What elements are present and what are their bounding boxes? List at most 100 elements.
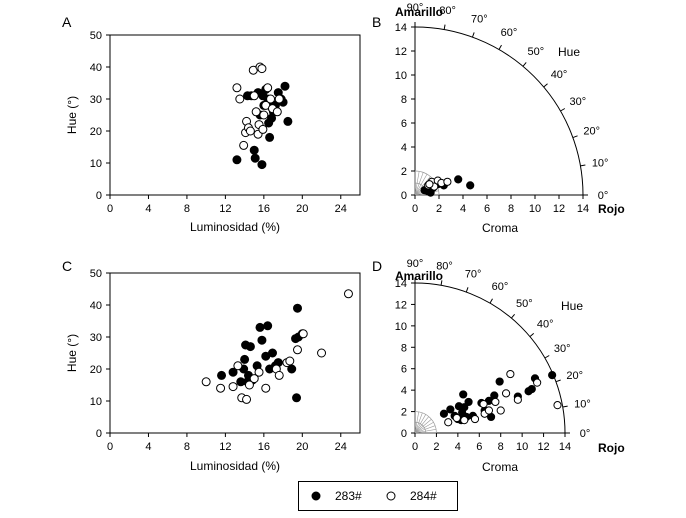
x-tick-label: 6 xyxy=(484,203,490,215)
angle-tick-mark xyxy=(511,313,516,319)
angle-tick-label: 80° xyxy=(439,5,456,17)
panel-label-a: A xyxy=(62,14,72,30)
data-point-284 xyxy=(496,406,505,415)
data-point-284 xyxy=(506,369,515,379)
data-point-284 xyxy=(263,83,273,93)
data-point-283 xyxy=(527,384,536,394)
data-point-284 xyxy=(343,289,353,299)
data-point-284 xyxy=(460,416,469,425)
x-tick-label: 0 xyxy=(107,203,113,215)
fan-line xyxy=(414,418,432,434)
data-point-284 xyxy=(443,177,452,186)
angle-tick-label: 10° xyxy=(592,157,609,169)
legend: 283# 284# xyxy=(298,481,458,511)
x-axis-label: Croma xyxy=(482,221,518,235)
data-point-284 xyxy=(249,91,259,101)
y-tick-label: 14 xyxy=(395,278,407,290)
x-tick-label: 8 xyxy=(184,203,190,215)
data-point-283 xyxy=(265,132,275,142)
angle-title: Hue xyxy=(561,299,583,313)
x-tick-label: 12 xyxy=(219,441,231,453)
data-point-284 xyxy=(266,94,276,104)
x-tick-label: 8 xyxy=(184,441,190,453)
data-point-283 xyxy=(292,393,302,403)
y-tick-label: 14 xyxy=(395,22,407,34)
y-tick-label: 50 xyxy=(90,268,102,280)
inner-arc xyxy=(414,421,427,434)
data-point-284 xyxy=(317,348,327,358)
data-point-284 xyxy=(533,378,542,387)
y-tick-label: 2 xyxy=(401,407,407,419)
y-tick-label: 10 xyxy=(90,396,102,408)
data-point-283 xyxy=(217,370,227,380)
legend-marker-filled xyxy=(311,491,321,501)
data-point-284 xyxy=(484,406,494,415)
x-tick-label: 24 xyxy=(335,441,347,453)
y-axis-label: Hue (°) xyxy=(65,334,79,372)
panel-label-b: B xyxy=(372,14,381,30)
data-point-283 xyxy=(464,397,473,407)
data-point-284 xyxy=(513,395,522,404)
legend-marker-open xyxy=(386,491,396,501)
right-label: Rojo xyxy=(598,441,625,455)
angle-tick-label: 80° xyxy=(436,261,453,273)
y-tick-label: 0 xyxy=(96,190,102,202)
x-tick-label: 24 xyxy=(335,203,347,215)
angle-tick-label: 90° xyxy=(407,2,424,14)
x-tick-label: 8 xyxy=(498,441,504,453)
data-point-283 xyxy=(293,303,302,313)
data-point-283 xyxy=(268,348,277,358)
angle-tick-label: 70° xyxy=(465,268,482,280)
angle-tick-label: 0° xyxy=(580,428,591,440)
legend-label-284: 284# xyxy=(410,489,437,503)
data-point-283 xyxy=(257,160,267,170)
y-tick-label: 8 xyxy=(401,94,407,106)
x-tick-label: 4 xyxy=(455,441,461,453)
data-point-284 xyxy=(228,382,238,392)
x-tick-label: 8 xyxy=(508,203,514,215)
angle-tick-label: 70° xyxy=(471,13,488,25)
angle-tick-mark xyxy=(529,332,535,337)
inner-arc xyxy=(414,411,437,434)
data-point-284 xyxy=(216,383,226,393)
fan-line xyxy=(414,422,434,434)
x-tick-label: 0 xyxy=(107,441,113,453)
y-tick-label: 4 xyxy=(401,142,407,154)
data-point-283 xyxy=(245,342,255,352)
x-tick-label: 20 xyxy=(296,441,308,453)
data-point-284 xyxy=(251,107,261,117)
top-label: Amarillo xyxy=(395,269,443,283)
angle-tick-label: 30° xyxy=(569,96,586,108)
x-tick-label: 0 xyxy=(412,203,418,215)
data-point-284 xyxy=(259,110,269,120)
data-point-283 xyxy=(459,390,468,399)
x-axis-label: Luminosidad (%) xyxy=(190,459,280,473)
data-point-283 xyxy=(495,377,504,386)
data-point-284 xyxy=(235,94,245,104)
data-point-284 xyxy=(501,389,511,398)
data-point-283 xyxy=(426,188,435,197)
fan-line xyxy=(414,428,437,434)
plot-frame xyxy=(109,34,361,196)
y-tick-label: 8 xyxy=(401,342,407,354)
data-point-284 xyxy=(257,64,267,74)
scatter-panel-c: 0 4 8 12 16 20 24 0 10 20 30 40 50 Luminosidad (%) H… xyxy=(65,268,361,473)
x-tick-label: 12 xyxy=(537,441,549,453)
angle-tick-label: 60° xyxy=(492,281,509,293)
x-tick-label: 4 xyxy=(460,203,466,215)
data-point-283 xyxy=(280,81,290,91)
panel-label-d: D xyxy=(372,258,382,274)
y-axis-label: Hue (°) xyxy=(65,96,79,134)
angle-tick-label: 20° xyxy=(566,370,583,382)
y-tick-label: 0 xyxy=(96,428,102,440)
data-point-284 xyxy=(285,356,295,366)
fan-line xyxy=(414,412,423,434)
scatter-panel-a: 0 4 8 12 16 20 24 0 10 20 30 40 50 Luminosidad (%) H… xyxy=(65,30,361,234)
data-point-283 xyxy=(460,403,469,412)
angle-tick-mark xyxy=(498,44,502,50)
angle-tick-mark xyxy=(572,135,578,139)
data-point-284 xyxy=(298,329,308,339)
angle-tick-label: 20° xyxy=(583,126,600,138)
y-tick-label: 10 xyxy=(395,321,407,333)
data-point-284 xyxy=(245,126,255,136)
